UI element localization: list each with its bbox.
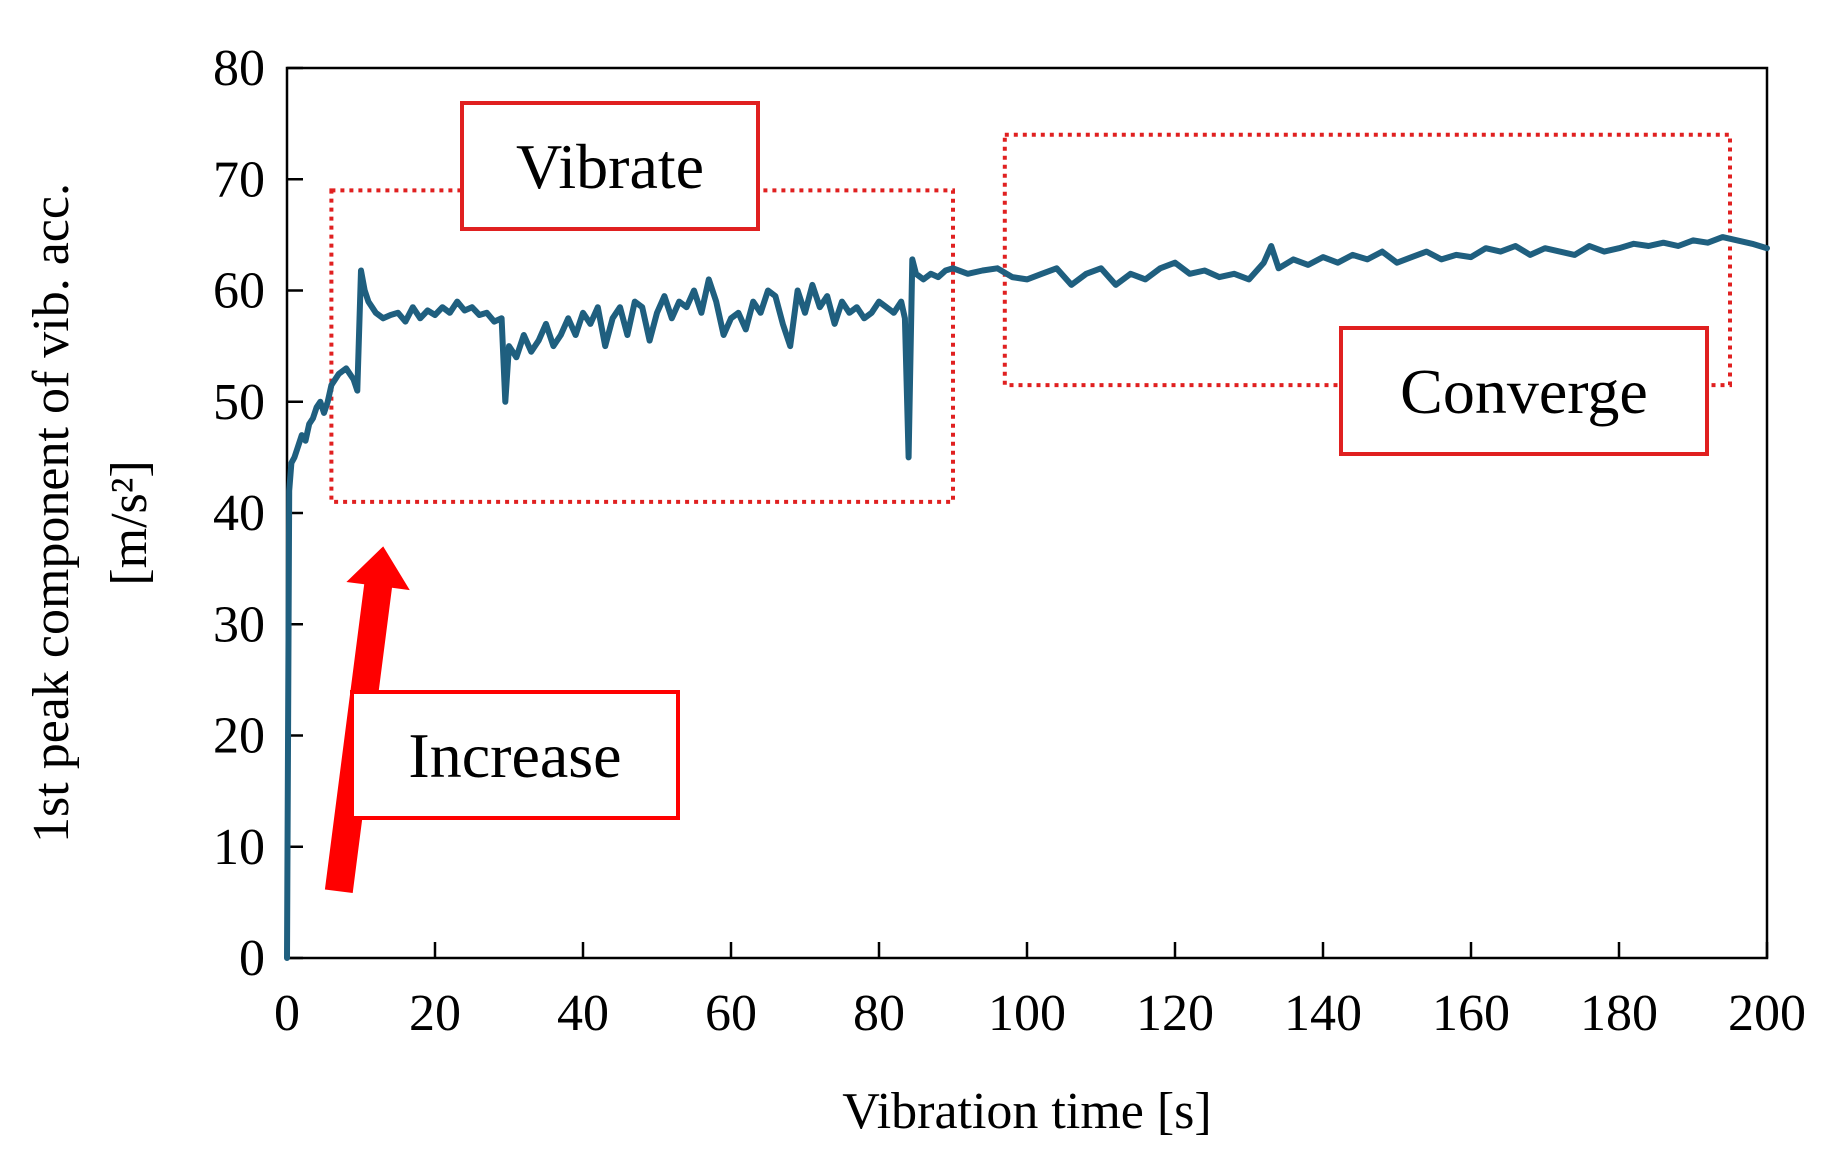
annotation-labels: Vibrate Converge Increase (350, 101, 1709, 820)
x-tick-label: 80 (853, 985, 905, 1042)
vibrate-region-box (329, 188, 955, 504)
x-tick-label: 120 (1136, 985, 1214, 1042)
x-tick-label: 140 (1284, 985, 1362, 1042)
x-tick-labels: 0 20 40 60 80 100 120 140 160 180 200 (274, 985, 1806, 1042)
series-line (284, 234, 1770, 961)
y-axis-title-line2: [m/s²] (101, 460, 158, 585)
x-tick-label: 200 (1728, 985, 1806, 1042)
increase-label: Increase (408, 720, 621, 791)
y-tick-label: 60 (213, 263, 265, 320)
y-axis-title-line1: 1st peak component of vib. acc. (23, 183, 80, 843)
annotation-regions (329, 132, 1732, 504)
vibrate-label-box (460, 101, 760, 231)
increase-label-box (350, 690, 680, 820)
x-tick-label: 160 (1432, 985, 1510, 1042)
y-tick-labels: 0 10 20 30 40 50 60 70 80 (213, 40, 265, 987)
y-tick-label: 10 (213, 819, 265, 876)
x-tick-label: 20 (409, 985, 461, 1042)
x-tick-label: 40 (557, 985, 609, 1042)
y-tick-label: 40 (213, 485, 265, 542)
y-tick-label: 70 (213, 151, 265, 208)
x-tick-label: 100 (988, 985, 1066, 1042)
x-axis-title: Vibration time [s] (842, 1083, 1211, 1140)
y-tick-label: 80 (213, 40, 265, 97)
y-tick-label: 30 (213, 596, 265, 653)
vibrate-label: Vibrate (516, 131, 704, 202)
x-tick-label: 180 (1580, 985, 1658, 1042)
converge-label-box (1339, 326, 1709, 456)
y-tick-label: 20 (213, 708, 265, 765)
y-tick-label: 50 (213, 374, 265, 431)
converge-region-box (1002, 132, 1732, 388)
x-tick-label: 60 (705, 985, 757, 1042)
x-tick-label: 0 (274, 985, 300, 1042)
converge-label: Converge (1400, 356, 1648, 427)
y-tick-label: 0 (239, 930, 265, 987)
